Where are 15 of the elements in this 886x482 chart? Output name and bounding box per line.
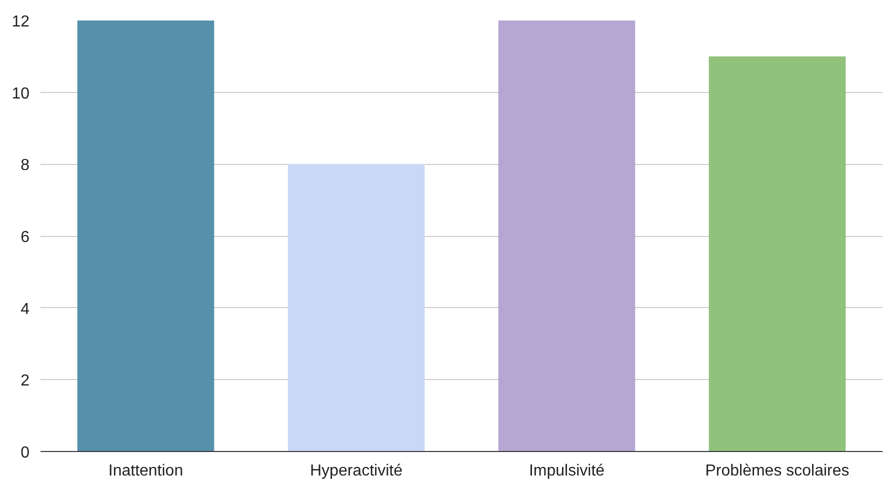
x-tick-label: Inattention bbox=[108, 462, 184, 480]
y-tick-label: 6 bbox=[20, 229, 30, 246]
x-tick-label: Hyperactivité bbox=[310, 462, 403, 480]
bar bbox=[708, 56, 846, 452]
y-tick-label: 0 bbox=[20, 444, 30, 462]
bar bbox=[498, 20, 636, 452]
y-tick-label: 8 bbox=[20, 157, 30, 174]
bar bbox=[288, 164, 425, 452]
x-tick-label: Problèmes scolaires bbox=[705, 462, 850, 480]
y-tick-label: 10 bbox=[12, 85, 30, 102]
x-tick-label: Impulsivité bbox=[528, 462, 605, 480]
y-tick-label: 4 bbox=[20, 300, 30, 318]
bar bbox=[77, 20, 214, 452]
y-tick-label: 12 bbox=[12, 14, 30, 30]
y-tick-label: 2 bbox=[20, 372, 30, 390]
